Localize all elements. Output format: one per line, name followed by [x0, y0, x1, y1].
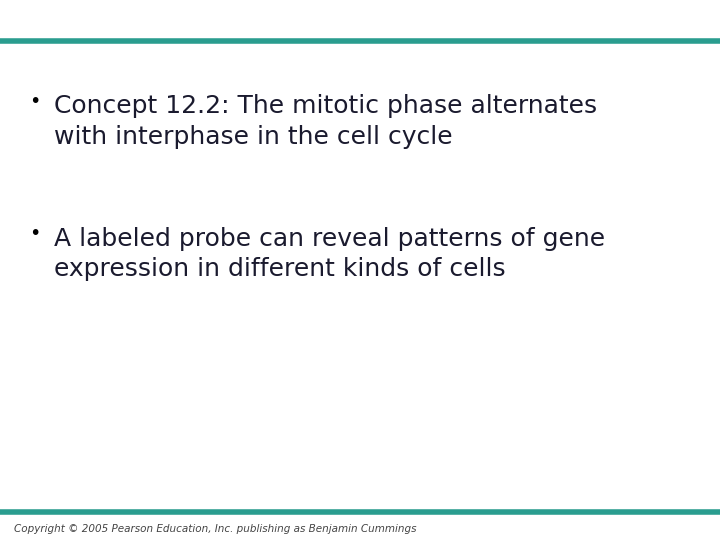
Text: A labeled probe can reveal patterns of gene
expression in different kinds of cel: A labeled probe can reveal patterns of g…	[54, 227, 605, 281]
Text: Copyright © 2005 Pearson Education, Inc. publishing as Benjamin Cummings: Copyright © 2005 Pearson Education, Inc.…	[14, 523, 417, 534]
Text: •: •	[29, 224, 40, 243]
Text: Concept 12.2: The mitotic phase alternates
with interphase in the cell cycle: Concept 12.2: The mitotic phase alternat…	[54, 94, 597, 149]
Text: •: •	[29, 92, 40, 111]
